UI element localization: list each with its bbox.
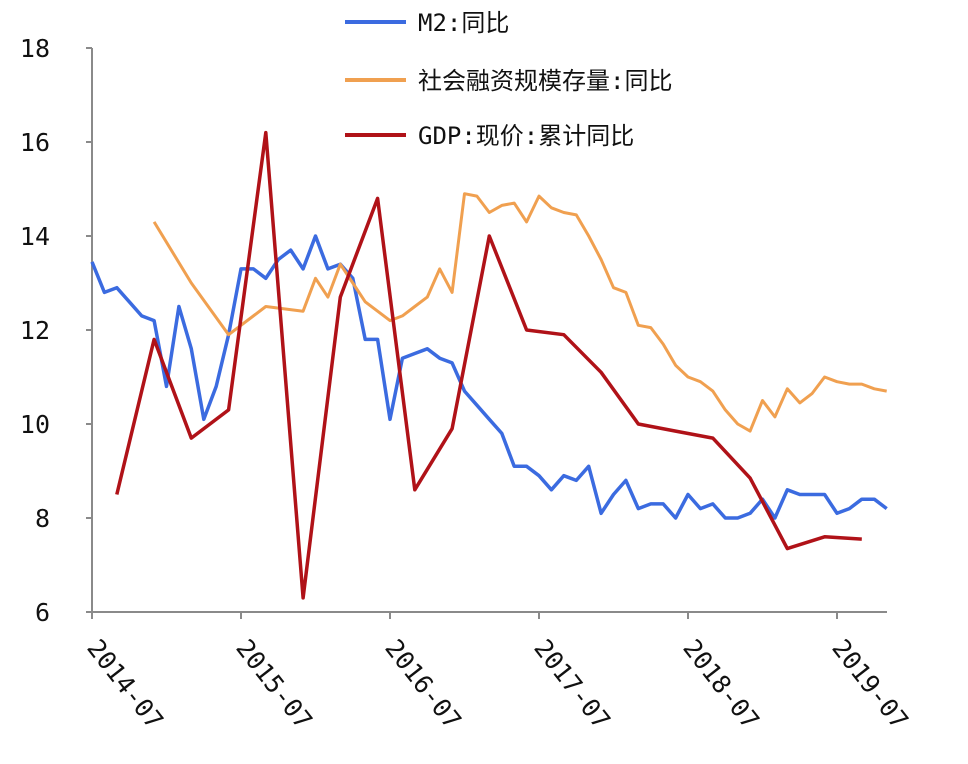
y-tick-label: 14 — [20, 222, 50, 251]
x-tick-label: 2017-07 — [528, 634, 616, 735]
x-tick-label: 2016-07 — [379, 634, 467, 735]
y-tick-label: 16 — [20, 128, 50, 157]
x-tick-label: 2019-07 — [826, 634, 914, 735]
series-line-2 — [152, 192, 887, 433]
series-line-1 — [90, 234, 888, 520]
x-tick-label: 2015-07 — [230, 634, 318, 735]
legend-label-2: 社会融资规模存量:同比 — [418, 67, 672, 95]
y-tick-label: 6 — [35, 598, 50, 627]
y-tick-label: 18 — [20, 34, 50, 63]
x-tick-label: 2018-07 — [677, 634, 765, 735]
y-tick-label: 12 — [20, 316, 50, 345]
x-tick-label: 2014-07 — [81, 634, 169, 735]
y-tick-label: 8 — [35, 504, 50, 533]
legend-label-1: M2:同比 — [418, 9, 509, 37]
legend-label-3: GDP:现价:累计同比 — [418, 122, 634, 150]
series-line-3 — [115, 130, 862, 600]
y-tick-label: 10 — [20, 410, 50, 439]
